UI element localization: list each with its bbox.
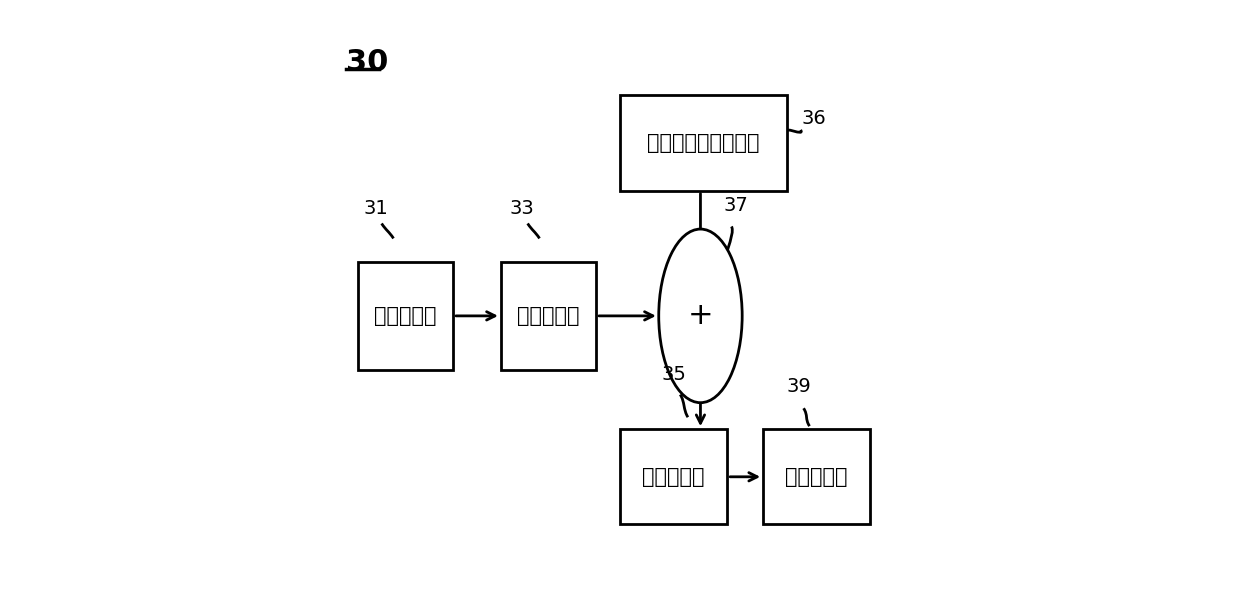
Text: 35: 35 [661, 365, 686, 384]
Text: 37: 37 [724, 195, 749, 215]
Text: 39: 39 [786, 377, 811, 396]
Text: 33: 33 [510, 198, 534, 218]
Text: +: + [688, 302, 713, 330]
FancyBboxPatch shape [620, 429, 728, 524]
Text: 输出缓冲器: 输出缓冲器 [785, 467, 848, 487]
Text: 伽马生成器: 伽马生成器 [642, 467, 704, 487]
Text: 31: 31 [363, 198, 388, 218]
Text: 36: 36 [801, 109, 826, 128]
Ellipse shape [658, 229, 743, 403]
Text: 30: 30 [346, 48, 388, 77]
Text: 补偿发生器: 补偿发生器 [517, 306, 580, 326]
Text: 伽马参考电压生成器: 伽马参考电压生成器 [647, 133, 760, 153]
FancyBboxPatch shape [358, 262, 453, 370]
Text: 温度感测器: 温度感测器 [374, 306, 436, 326]
FancyBboxPatch shape [501, 262, 596, 370]
FancyBboxPatch shape [620, 95, 787, 191]
FancyBboxPatch shape [763, 429, 870, 524]
